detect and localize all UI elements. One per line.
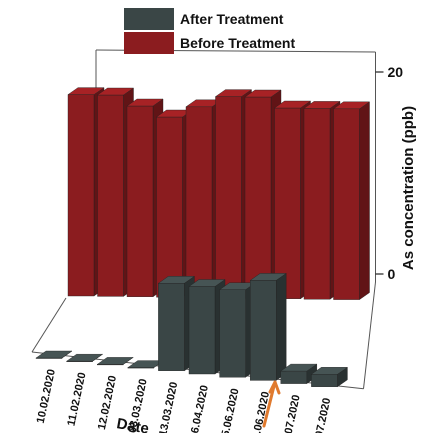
floor-left-edge <box>31 297 67 353</box>
x-tick-label-13-03-2020: 13.03.2020 <box>157 381 180 433</box>
bar-before-03-07-2020 <box>332 101 371 300</box>
y-axis: 0 20 <box>375 64 404 282</box>
annotation-arrow <box>262 380 281 428</box>
x-tick-label-10-02-2020: 10.02.2020 <box>35 368 58 424</box>
x-tick-label-12-02-2020: 12.02.2020 <box>96 375 119 431</box>
legend: After Treatment Before Treatment <box>124 8 295 54</box>
y-tick-label-20: 20 <box>388 64 404 80</box>
x-axis-title: Date <box>115 415 150 433</box>
bar-after-16-06-2020 <box>249 273 287 381</box>
before-treatment-bars <box>67 87 371 300</box>
bar-after-12-02-2020 <box>96 357 134 366</box>
x-tick-label-11-02-2020: 11.02.2020 <box>65 371 88 427</box>
legend-swatch-before-treatment <box>124 32 174 54</box>
legend-label-after-treatment: After Treatment <box>180 11 284 27</box>
x-tick-label-02-07-2020: 02.07.2020 <box>280 394 303 433</box>
bar-after-11-02-2020 <box>65 354 104 362</box>
x-tick-label-03-07-2020: 03.07.2020 <box>310 397 333 433</box>
bar-before-16-04-2020 <box>214 89 253 299</box>
legend-label-before-treatment: Before Treatment <box>180 35 295 51</box>
bar-after-10-02-2020 <box>35 350 73 359</box>
y-tick-label-0: 0 <box>388 266 396 282</box>
y-axis-title: As concentration (ppb) <box>400 106 417 270</box>
x-tick-label-05-06-2020: 05.06.2020 <box>218 387 241 433</box>
floor-right-edge <box>363 281 376 389</box>
after-treatment-bars <box>35 273 349 388</box>
bar-after-03-07-2020 <box>310 366 349 388</box>
legend-swatch-after-treatment <box>124 8 174 30</box>
x-tick-label-16-04-2020: 16.04.2020 <box>188 384 211 433</box>
bar-after-02-07-2020 <box>280 363 318 384</box>
